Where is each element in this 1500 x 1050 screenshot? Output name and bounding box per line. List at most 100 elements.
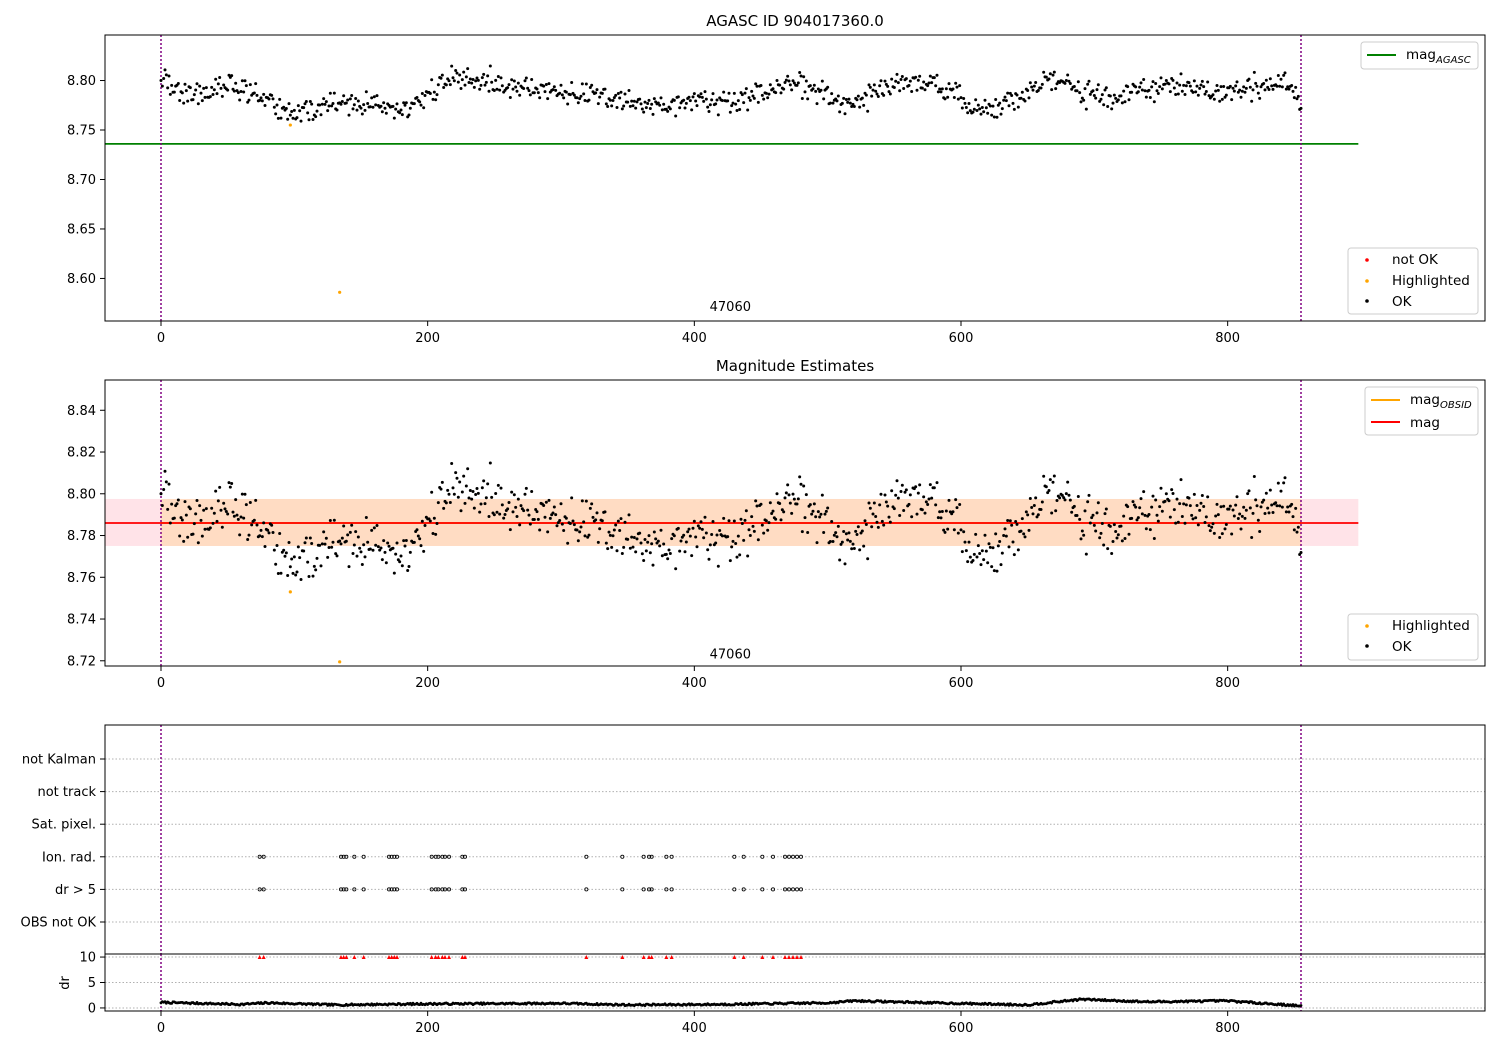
- ok-point-2-7: [168, 521, 172, 525]
- ok-point-754: [1164, 79, 1168, 83]
- ok-point-2-827: [1262, 498, 1266, 502]
- ok-point-2-403: [696, 524, 700, 528]
- ok-point-316: [580, 82, 584, 86]
- ok-point-804: [1231, 86, 1235, 90]
- ok-point-2-458: [770, 512, 774, 516]
- ok-point-30: [199, 91, 203, 95]
- ok-point-2-386: [674, 567, 678, 571]
- ok-point-2-510: [839, 542, 843, 546]
- ok-point-2-40: [212, 511, 216, 515]
- flag-event-3-28: [760, 854, 765, 859]
- ok-point-2-309: [571, 519, 575, 523]
- ok-point-2-715: [1112, 523, 1116, 527]
- ok-point-2-680: [1066, 480, 1070, 484]
- ok-point-56: [234, 81, 238, 85]
- ok-point-2-619: [984, 549, 988, 553]
- ok-point-2-170: [386, 541, 390, 545]
- ok-point-2-637: [1008, 519, 1012, 523]
- ok-point-2-145: [352, 543, 356, 547]
- ok-point-2-492: [815, 541, 819, 545]
- ok-point-107: [302, 106, 306, 110]
- ok-point-2-334: [604, 541, 608, 545]
- panel1-frame: [105, 35, 1485, 321]
- ok-point-482: [802, 75, 806, 79]
- ok-point-2-851: [1294, 506, 1298, 510]
- ok-point-650: [1026, 89, 1030, 93]
- ok-point-595: [952, 96, 956, 100]
- ok-point-2-801: [1227, 507, 1231, 511]
- ok-point-2-736: [1140, 512, 1144, 516]
- ok-point-622: [988, 104, 992, 108]
- ok-point-709: [1104, 86, 1108, 90]
- flag-event-3-2: [338, 854, 343, 859]
- ok-point-278: [530, 77, 534, 81]
- ok-point-2-599: [958, 502, 962, 506]
- ok-point-2-158: [370, 528, 374, 532]
- ok-point-203: [430, 78, 434, 82]
- ok-point-467: [782, 87, 786, 91]
- ok-point-2-762: [1175, 497, 1179, 501]
- ok-point-2-615: [979, 563, 983, 567]
- ok-point-2-459: [771, 509, 775, 513]
- ok-point-132: [335, 108, 339, 112]
- ok-point-749: [1158, 85, 1162, 89]
- ok-point-2-328: [596, 540, 600, 544]
- ok-point-2-632: [1002, 533, 1006, 537]
- ok-point-660: [1039, 86, 1043, 90]
- ok-point-2-50: [226, 512, 230, 516]
- ok-point-2-535: [872, 501, 876, 505]
- ok-point-455: [766, 96, 770, 100]
- ok-point-95: [286, 117, 290, 121]
- ok-point-2-77: [262, 521, 266, 525]
- ok-point-2-194: [418, 537, 422, 541]
- ok-point-103: [296, 104, 300, 108]
- ok-point-575: [926, 84, 930, 88]
- ok-point-418: [716, 113, 720, 117]
- ok-point-19: [184, 89, 188, 93]
- ok-point-750: [1159, 76, 1163, 80]
- ok-point-586: [940, 87, 944, 91]
- ok-point-2-135: [339, 542, 343, 546]
- ok-point-2-609: [971, 558, 975, 562]
- ok-point-72: [255, 93, 259, 97]
- ok-point-2-538: [876, 525, 880, 529]
- ok-point-2-782: [1202, 505, 1206, 509]
- ok-point-375: [659, 96, 663, 100]
- ok-point-2-295: [552, 505, 556, 509]
- ok-point-414: [711, 92, 715, 96]
- ok-point-85: [272, 105, 276, 109]
- ok-point-451: [760, 93, 764, 97]
- ok-point-685: [1072, 84, 1076, 88]
- ok-point-2-571: [920, 508, 924, 512]
- ok-point-2-260: [506, 507, 510, 511]
- ok-point-618: [983, 98, 987, 102]
- ok-point-2-242: [482, 479, 486, 483]
- ok-point-2-635: [1006, 518, 1010, 522]
- ok-point-2-155: [366, 540, 370, 544]
- ok-point-2-416: [714, 541, 718, 545]
- ok-point-2-243: [483, 502, 487, 506]
- ok-point-447: [755, 84, 759, 88]
- ok-point-112: [308, 100, 312, 104]
- ok-point-2-447: [755, 504, 759, 508]
- ok-point-2-757: [1168, 515, 1172, 519]
- ok-point-2-610: [972, 552, 976, 556]
- ok-point-2-539: [878, 503, 882, 507]
- ok-point-744: [1151, 80, 1155, 84]
- ok-point-2-352: [628, 546, 632, 550]
- flag-event-4-32: [791, 887, 796, 892]
- ok-point-2-277: [528, 522, 532, 526]
- ok-point-75: [259, 96, 263, 100]
- p1-ytick-label-2: 8.70: [67, 173, 96, 188]
- ok-point-125: [326, 109, 330, 113]
- ok-point-2-479: [798, 475, 802, 479]
- ok-point-2-621: [987, 542, 991, 546]
- ok-point-2-61: [240, 492, 244, 496]
- ok-point-2-201: [427, 517, 431, 521]
- ok-point-824: [1258, 96, 1262, 100]
- ok-point-2-266: [514, 505, 518, 509]
- ok-point-440: [746, 108, 750, 112]
- ok-point-2-59: [238, 533, 242, 537]
- ok-point-2-395: [686, 530, 690, 534]
- flag-event-3-29: [771, 854, 776, 859]
